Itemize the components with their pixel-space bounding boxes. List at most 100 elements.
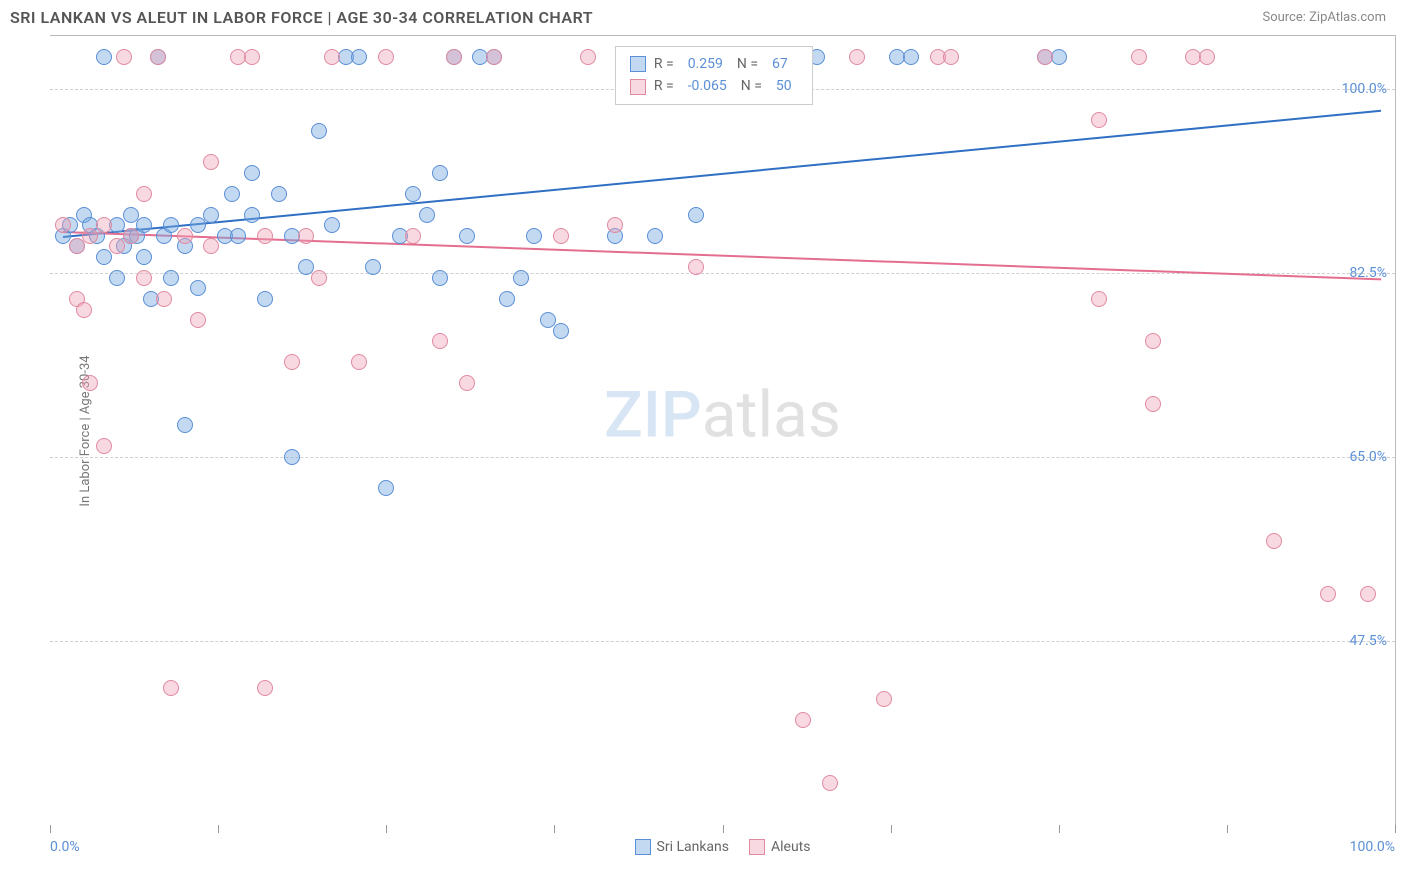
data-point	[298, 228, 314, 244]
data-point	[378, 49, 394, 65]
data-point	[244, 49, 260, 65]
data-point	[203, 154, 219, 170]
data-point	[405, 228, 421, 244]
data-point	[822, 775, 838, 791]
gridline	[50, 641, 1395, 642]
x-axis-max-label: 100.0%	[1350, 839, 1395, 855]
r-label: R =	[654, 53, 674, 75]
x-tick	[386, 825, 387, 833]
series-legend: Sri Lankans Aleuts	[635, 839, 811, 855]
x-axis-min-label: 0.0%	[50, 839, 80, 855]
data-point	[1320, 586, 1336, 602]
data-point	[177, 228, 193, 244]
x-tick	[1227, 825, 1228, 833]
data-point	[903, 49, 919, 65]
n-label: N =	[737, 53, 758, 75]
stats-legend: R = 0.259 N = 67 R = -0.065 N = 50	[615, 46, 813, 105]
x-tick	[50, 825, 51, 833]
n-label: N =	[741, 75, 762, 97]
data-point	[257, 228, 273, 244]
data-point	[432, 165, 448, 181]
data-point	[69, 238, 85, 254]
data-point	[116, 49, 132, 65]
data-point	[190, 280, 206, 296]
data-point	[324, 49, 340, 65]
x-tick	[1395, 825, 1396, 833]
swatch-srilankans	[630, 56, 646, 72]
data-point	[432, 270, 448, 286]
r-label: R =	[654, 75, 674, 97]
data-point	[351, 49, 367, 65]
data-point	[163, 680, 179, 696]
data-point	[647, 228, 663, 244]
data-point	[96, 49, 112, 65]
data-point	[244, 207, 260, 223]
correlation-chart: In Labor Force | Age 30-34 47.5%65.0%82.…	[50, 35, 1396, 825]
data-point	[96, 249, 112, 265]
data-point	[109, 238, 125, 254]
data-point	[284, 354, 300, 370]
data-point	[1145, 396, 1161, 412]
data-point	[1360, 586, 1376, 602]
data-point	[688, 207, 704, 223]
data-point	[257, 680, 273, 696]
data-point	[1037, 49, 1053, 65]
data-point	[224, 186, 240, 202]
data-point	[150, 49, 166, 65]
data-point	[136, 270, 152, 286]
n-value-aleuts: 50	[776, 75, 792, 97]
data-point	[876, 691, 892, 707]
data-point	[378, 480, 394, 496]
x-tick	[554, 825, 555, 833]
stats-row-aleuts: R = -0.065 N = 50	[630, 75, 798, 97]
data-point	[795, 712, 811, 728]
data-point	[177, 417, 193, 433]
data-point	[513, 270, 529, 286]
data-point	[553, 323, 569, 339]
data-point	[1199, 49, 1215, 65]
data-point	[607, 217, 623, 233]
data-point	[1131, 49, 1147, 65]
y-tick-label: 100.0%	[1342, 81, 1387, 97]
data-point	[156, 291, 172, 307]
data-point	[943, 49, 959, 65]
data-point	[486, 49, 502, 65]
data-point	[419, 207, 435, 223]
data-point	[311, 270, 327, 286]
chart-header: SRI LANKAN VS ALEUT IN LABOR FORCE | AGE…	[0, 0, 1406, 35]
swatch-aleuts	[749, 839, 765, 855]
legend-label-srilankans: Sri Lankans	[657, 839, 730, 855]
data-point	[82, 375, 98, 391]
data-point	[190, 217, 206, 233]
data-point	[163, 270, 179, 286]
data-point	[459, 375, 475, 391]
swatch-srilankans	[635, 839, 651, 855]
data-point	[96, 217, 112, 233]
data-point	[311, 123, 327, 139]
data-point	[76, 302, 92, 318]
data-point	[55, 217, 71, 233]
data-point	[271, 186, 287, 202]
data-point	[123, 228, 139, 244]
data-point	[244, 165, 260, 181]
data-point	[526, 228, 542, 244]
data-point	[580, 49, 596, 65]
data-point	[136, 217, 152, 233]
data-point	[324, 217, 340, 233]
data-point	[190, 312, 206, 328]
data-point	[109, 270, 125, 286]
legend-label-aleuts: Aleuts	[771, 839, 810, 855]
data-point	[365, 259, 381, 275]
data-point	[688, 259, 704, 275]
data-point	[82, 228, 98, 244]
chart-source: Source: ZipAtlas.com	[1262, 10, 1386, 25]
data-point	[284, 449, 300, 465]
data-point	[203, 207, 219, 223]
data-point	[351, 354, 367, 370]
chart-title: SRI LANKAN VS ALEUT IN LABOR FORCE | AGE…	[10, 8, 593, 27]
data-point	[1091, 112, 1107, 128]
data-point	[432, 333, 448, 349]
data-point	[1266, 533, 1282, 549]
data-point	[1145, 333, 1161, 349]
stats-row-srilankans: R = 0.259 N = 67	[630, 53, 798, 75]
